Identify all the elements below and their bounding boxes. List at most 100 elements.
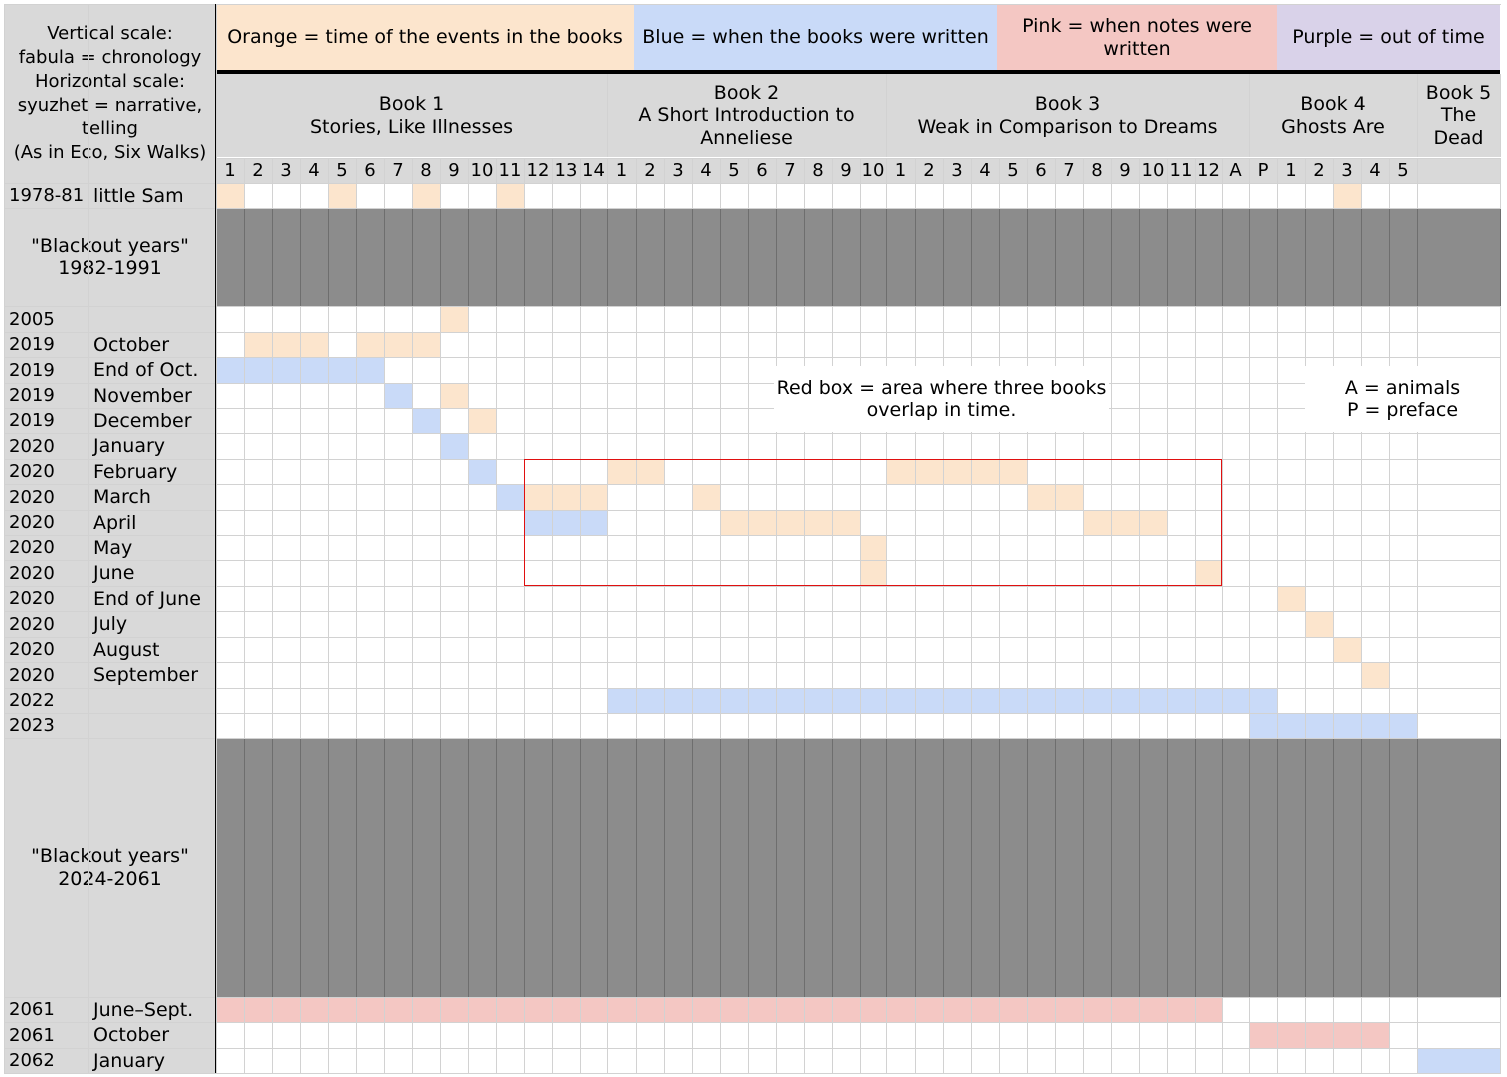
grid-line-v <box>860 433 861 459</box>
grid-line-v <box>636 997 637 1022</box>
grid-line-v <box>412 408 413 433</box>
cell-pink <box>748 997 776 1022</box>
grid-line-v <box>692 713 693 738</box>
cell-orange <box>971 459 999 484</box>
grid-line-v <box>1083 611 1084 637</box>
grid-line-v <box>1139 1048 1140 1073</box>
grid-line-v <box>580 183 581 208</box>
grid-line-v <box>692 332 693 357</box>
cell-orange <box>692 484 720 510</box>
grid-line-v <box>272 158 273 183</box>
cell-pink <box>776 997 804 1022</box>
cell-orange <box>468 408 496 433</box>
grid-line-v <box>1111 459 1112 484</box>
cell-orange <box>300 332 328 357</box>
row-year: 2020 <box>9 588 55 609</box>
grid-line-v <box>1500 688 1501 713</box>
grid-line-v <box>1139 510 1140 535</box>
grid-line-v <box>580 1048 581 1073</box>
grid-line-v <box>1222 713 1223 738</box>
grid-line-v <box>440 662 441 688</box>
grid-line-v <box>272 357 273 383</box>
grid-line-v <box>1249 433 1250 459</box>
grid-line-v <box>1249 158 1250 183</box>
grid-line-v <box>300 738 301 997</box>
grid-line-v <box>1083 484 1084 510</box>
grid-line-v <box>1249 1022 1250 1048</box>
grid-line-v <box>328 484 329 510</box>
grid-line-v <box>860 560 861 586</box>
chapter-number: 7 <box>392 159 404 181</box>
cell-blue <box>1277 713 1305 738</box>
grid-line-v <box>1083 510 1084 535</box>
grid-line-v <box>1055 158 1056 183</box>
grid-line-v <box>1083 459 1084 484</box>
grid-line-v <box>1167 383 1168 408</box>
grid-line-v <box>412 688 413 713</box>
grid-line-v <box>943 459 944 484</box>
grid-line-v <box>496 332 497 357</box>
grid-line-v <box>300 332 301 357</box>
grid-line-v <box>1277 459 1278 484</box>
grid-line-v <box>664 183 665 208</box>
grid-line-v <box>524 158 525 183</box>
grid-line-v <box>1055 637 1056 662</box>
grid-line-v <box>971 433 972 459</box>
grid-line-v <box>776 158 777 183</box>
grid-line-v <box>580 459 581 484</box>
grid-line-v <box>1361 535 1362 560</box>
grid-line-v <box>1417 433 1418 459</box>
grid-line-v <box>999 662 1000 688</box>
grid-line-v <box>607 662 608 688</box>
grid-line-v <box>1417 1022 1418 1048</box>
grid-line-v <box>440 611 441 637</box>
grid-line-v <box>496 611 497 637</box>
grid-line-v <box>1111 408 1112 433</box>
cell-blue <box>1249 713 1277 738</box>
grid-line-v <box>1055 713 1056 738</box>
cell-pink <box>1111 997 1139 1022</box>
grid-line-v <box>580 1022 581 1048</box>
grid-line-v <box>1389 688 1390 713</box>
grid-line-v <box>915 510 916 535</box>
grid-line-v <box>636 637 637 662</box>
grid-line-v <box>1417 637 1418 662</box>
grid-line-v <box>552 158 553 183</box>
grid-line-v <box>1361 332 1362 357</box>
grid-line-v <box>748 611 749 637</box>
grid-line-v <box>1222 183 1223 208</box>
grid-line-v <box>636 611 637 637</box>
grid-line-v <box>1500 637 1501 662</box>
grid-line-v <box>886 74 887 157</box>
row-year: 2020 <box>9 435 55 457</box>
grid-line-v <box>1083 738 1084 997</box>
grid-line-v <box>860 586 861 611</box>
grid-line-v <box>664 1022 665 1048</box>
grid-line-v <box>1195 408 1196 433</box>
cell-pink <box>468 997 496 1022</box>
grid-line-v <box>440 484 441 510</box>
grid-line-v <box>384 560 385 586</box>
grid-line-v <box>1139 208 1140 306</box>
grid-line-h <box>4 662 1501 663</box>
grid-line-v <box>328 1048 329 1073</box>
cell-pink <box>272 997 300 1022</box>
grid-line-v <box>272 383 273 408</box>
grid-line-v <box>552 688 553 713</box>
grid-line-v <box>971 713 972 738</box>
grid-line-v <box>412 535 413 560</box>
grid-line-v <box>1083 662 1084 688</box>
grid-line-v <box>1139 713 1140 738</box>
grid-line-v <box>1027 484 1028 510</box>
grid-line-v <box>1139 611 1140 637</box>
grid-line-v <box>328 433 329 459</box>
grid-line-v <box>748 535 749 560</box>
grid-line-v <box>1055 997 1056 1022</box>
grid-line-v <box>1195 208 1196 306</box>
grid-line-v <box>1361 484 1362 510</box>
grid-line-h <box>216 158 1500 159</box>
grid-line-v <box>300 662 301 688</box>
grid-line-v <box>664 332 665 357</box>
grid-line-v <box>552 738 553 997</box>
cell-pink <box>832 997 860 1022</box>
